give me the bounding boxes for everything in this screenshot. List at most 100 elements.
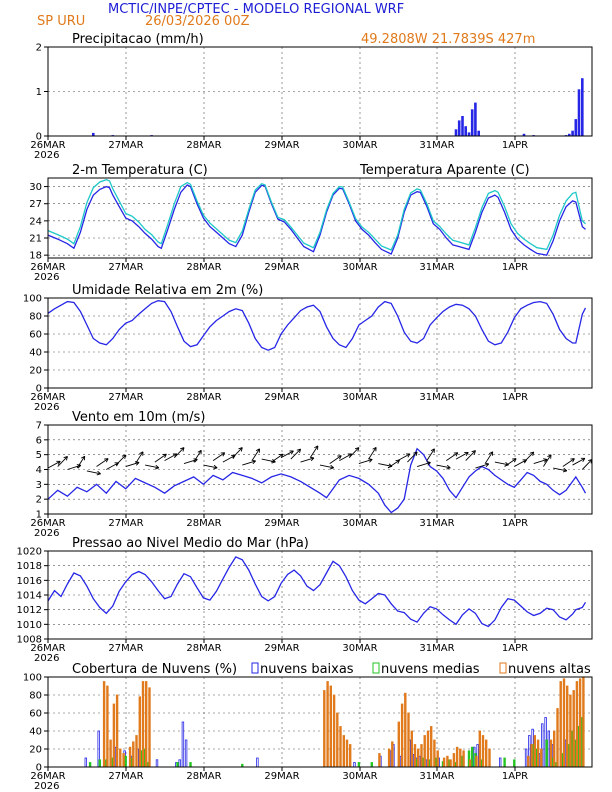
bar-nuvens-altas: [488, 748, 491, 768]
wind-arrowhead: [464, 451, 469, 457]
x-year-label: 2026: [34, 528, 59, 539]
wind-arrowhead: [314, 445, 319, 450]
bar-nuvens-altas: [566, 685, 569, 768]
x-year-label: 2026: [34, 150, 59, 161]
x-tick-label: 28MAR: [186, 392, 221, 403]
y-tick-label: 100: [23, 673, 42, 684]
wind-vector: [86, 470, 101, 475]
wind-arrowhead: [512, 458, 517, 463]
wind-vector: [387, 459, 400, 469]
wind-arrowhead: [104, 458, 109, 463]
y-tick-label: 4: [36, 465, 42, 476]
y-tick-label: 60: [29, 330, 42, 341]
y-tick-label: 0: [36, 132, 42, 143]
wind-vector: [290, 448, 301, 460]
x-tick-label: 1APR: [502, 643, 528, 654]
y-tick-label: 2: [36, 43, 42, 54]
bar-precipitacao: [568, 133, 571, 136]
wind-vector: [154, 453, 167, 463]
panel-frame: [47, 676, 593, 768]
bar-nuvens-altas: [115, 694, 119, 768]
wind-vector: [426, 448, 435, 461]
y-tick-label: 80: [29, 312, 42, 323]
y-tick-label: 40: [29, 727, 42, 738]
panel-title: 2-m Temperatura (C): [72, 163, 208, 178]
y-tick-label: 1018: [17, 561, 42, 572]
legend-label: nuvens altas: [508, 662, 591, 677]
y-tick-label: 5: [36, 450, 42, 461]
x-tick-label: 28MAR: [186, 518, 221, 529]
bar-nuvens-altas: [433, 739, 436, 768]
bar-nuvens-altas: [426, 730, 430, 768]
wind-vector: [135, 451, 144, 464]
x-tick-label: 1APR: [502, 140, 528, 151]
wind-arrowhead: [220, 452, 226, 457]
legend-swatch: [499, 662, 507, 674]
bar-nuvens-altas: [530, 744, 533, 768]
y-tick-label: 1014: [17, 591, 42, 602]
y-tick-label: 18: [29, 251, 42, 262]
bar-nuvens-altas: [429, 726, 433, 768]
y-tick-label: 7: [36, 421, 42, 432]
wind-vector: [329, 455, 342, 464]
wind-arrowhead: [121, 454, 127, 459]
bar-nuvens-altas: [135, 735, 138, 768]
bar-nuvens-medias: [189, 762, 192, 768]
y-tick-label: 0: [36, 763, 42, 774]
legend-swatch: [372, 662, 380, 674]
wind-vector: [504, 458, 517, 467]
bar-nuvens-altas: [112, 703, 116, 768]
header-title: MCTIC/INPE/CPTEC - MODELO REGIONAL WRF: [108, 2, 404, 17]
wind-arrowhead: [238, 447, 243, 452]
wind-vector: [300, 457, 315, 463]
y-tick-label: 60: [29, 709, 42, 720]
x-tick-label: 29MAR: [264, 392, 299, 403]
wind-vector: [484, 451, 494, 464]
bar-nuvens-altas: [122, 753, 125, 768]
x-tick-label: 27MAR: [108, 262, 143, 273]
bar-nuvens-medias: [370, 762, 374, 768]
wind-arrowhead: [562, 467, 568, 473]
bar-nuvens-baixas: [155, 759, 159, 768]
bar-nuvens-altas: [455, 746, 459, 768]
bar-nuvens-altas: [582, 676, 585, 768]
bar-nuvens-baixas: [524, 748, 528, 768]
wind-arrowhead: [135, 461, 140, 466]
wind-vector: [115, 454, 127, 466]
wind-vector: [47, 460, 61, 469]
wind-vector: [125, 461, 140, 467]
wind-arrowhead: [354, 447, 360, 452]
header-run: 26/03/2026 00Z: [145, 14, 250, 29]
bar-nuvens-baixas: [353, 762, 356, 768]
bar-nuvens-altas: [391, 741, 394, 768]
bar-nuvens-altas: [484, 739, 488, 768]
panel-title: Cobertura de Nuvens (%): [72, 662, 237, 677]
bar-nuvens-altas: [132, 741, 135, 768]
bar-nuvens-altas: [452, 753, 456, 768]
bar-nuvens-altas: [420, 744, 423, 768]
bar-precipitacao: [464, 126, 467, 136]
x-tick-label: 30MAR: [342, 643, 377, 654]
panel-legend: Temperatura Aparente (C): [359, 163, 530, 178]
bar-precipitacao: [571, 130, 574, 136]
bar-precipitacao: [461, 116, 464, 136]
bar-precipitacao: [574, 119, 578, 136]
wind-arrowhead: [80, 455, 86, 461]
wind-vector: [465, 450, 476, 461]
wind-vector: [251, 448, 260, 461]
legend-label: nuvens medias: [381, 662, 480, 677]
wind-arrowhead: [471, 450, 476, 455]
legend-label: nuvens baixas: [260, 662, 354, 677]
x-tick-label: 31MAR: [419, 262, 454, 273]
x-tick-label: 1APR: [502, 392, 528, 403]
bar-nuvens-altas: [404, 692, 407, 768]
bar-nuvens-medias: [98, 759, 102, 768]
y-tick-label: 2: [36, 495, 42, 506]
bar-nuvens-altas: [553, 730, 556, 768]
bar-precipitacao: [522, 133, 526, 136]
wind-vector: [280, 450, 294, 459]
wind-arrowhead: [63, 456, 68, 461]
y-tick-label: 1016: [17, 576, 42, 587]
wind-arrowhead: [96, 470, 101, 476]
panel-2: 18 21 24 27 30 26MAR 27MAR 28MAR 29MAR 30MAR 31MAR…: [29, 163, 593, 283]
